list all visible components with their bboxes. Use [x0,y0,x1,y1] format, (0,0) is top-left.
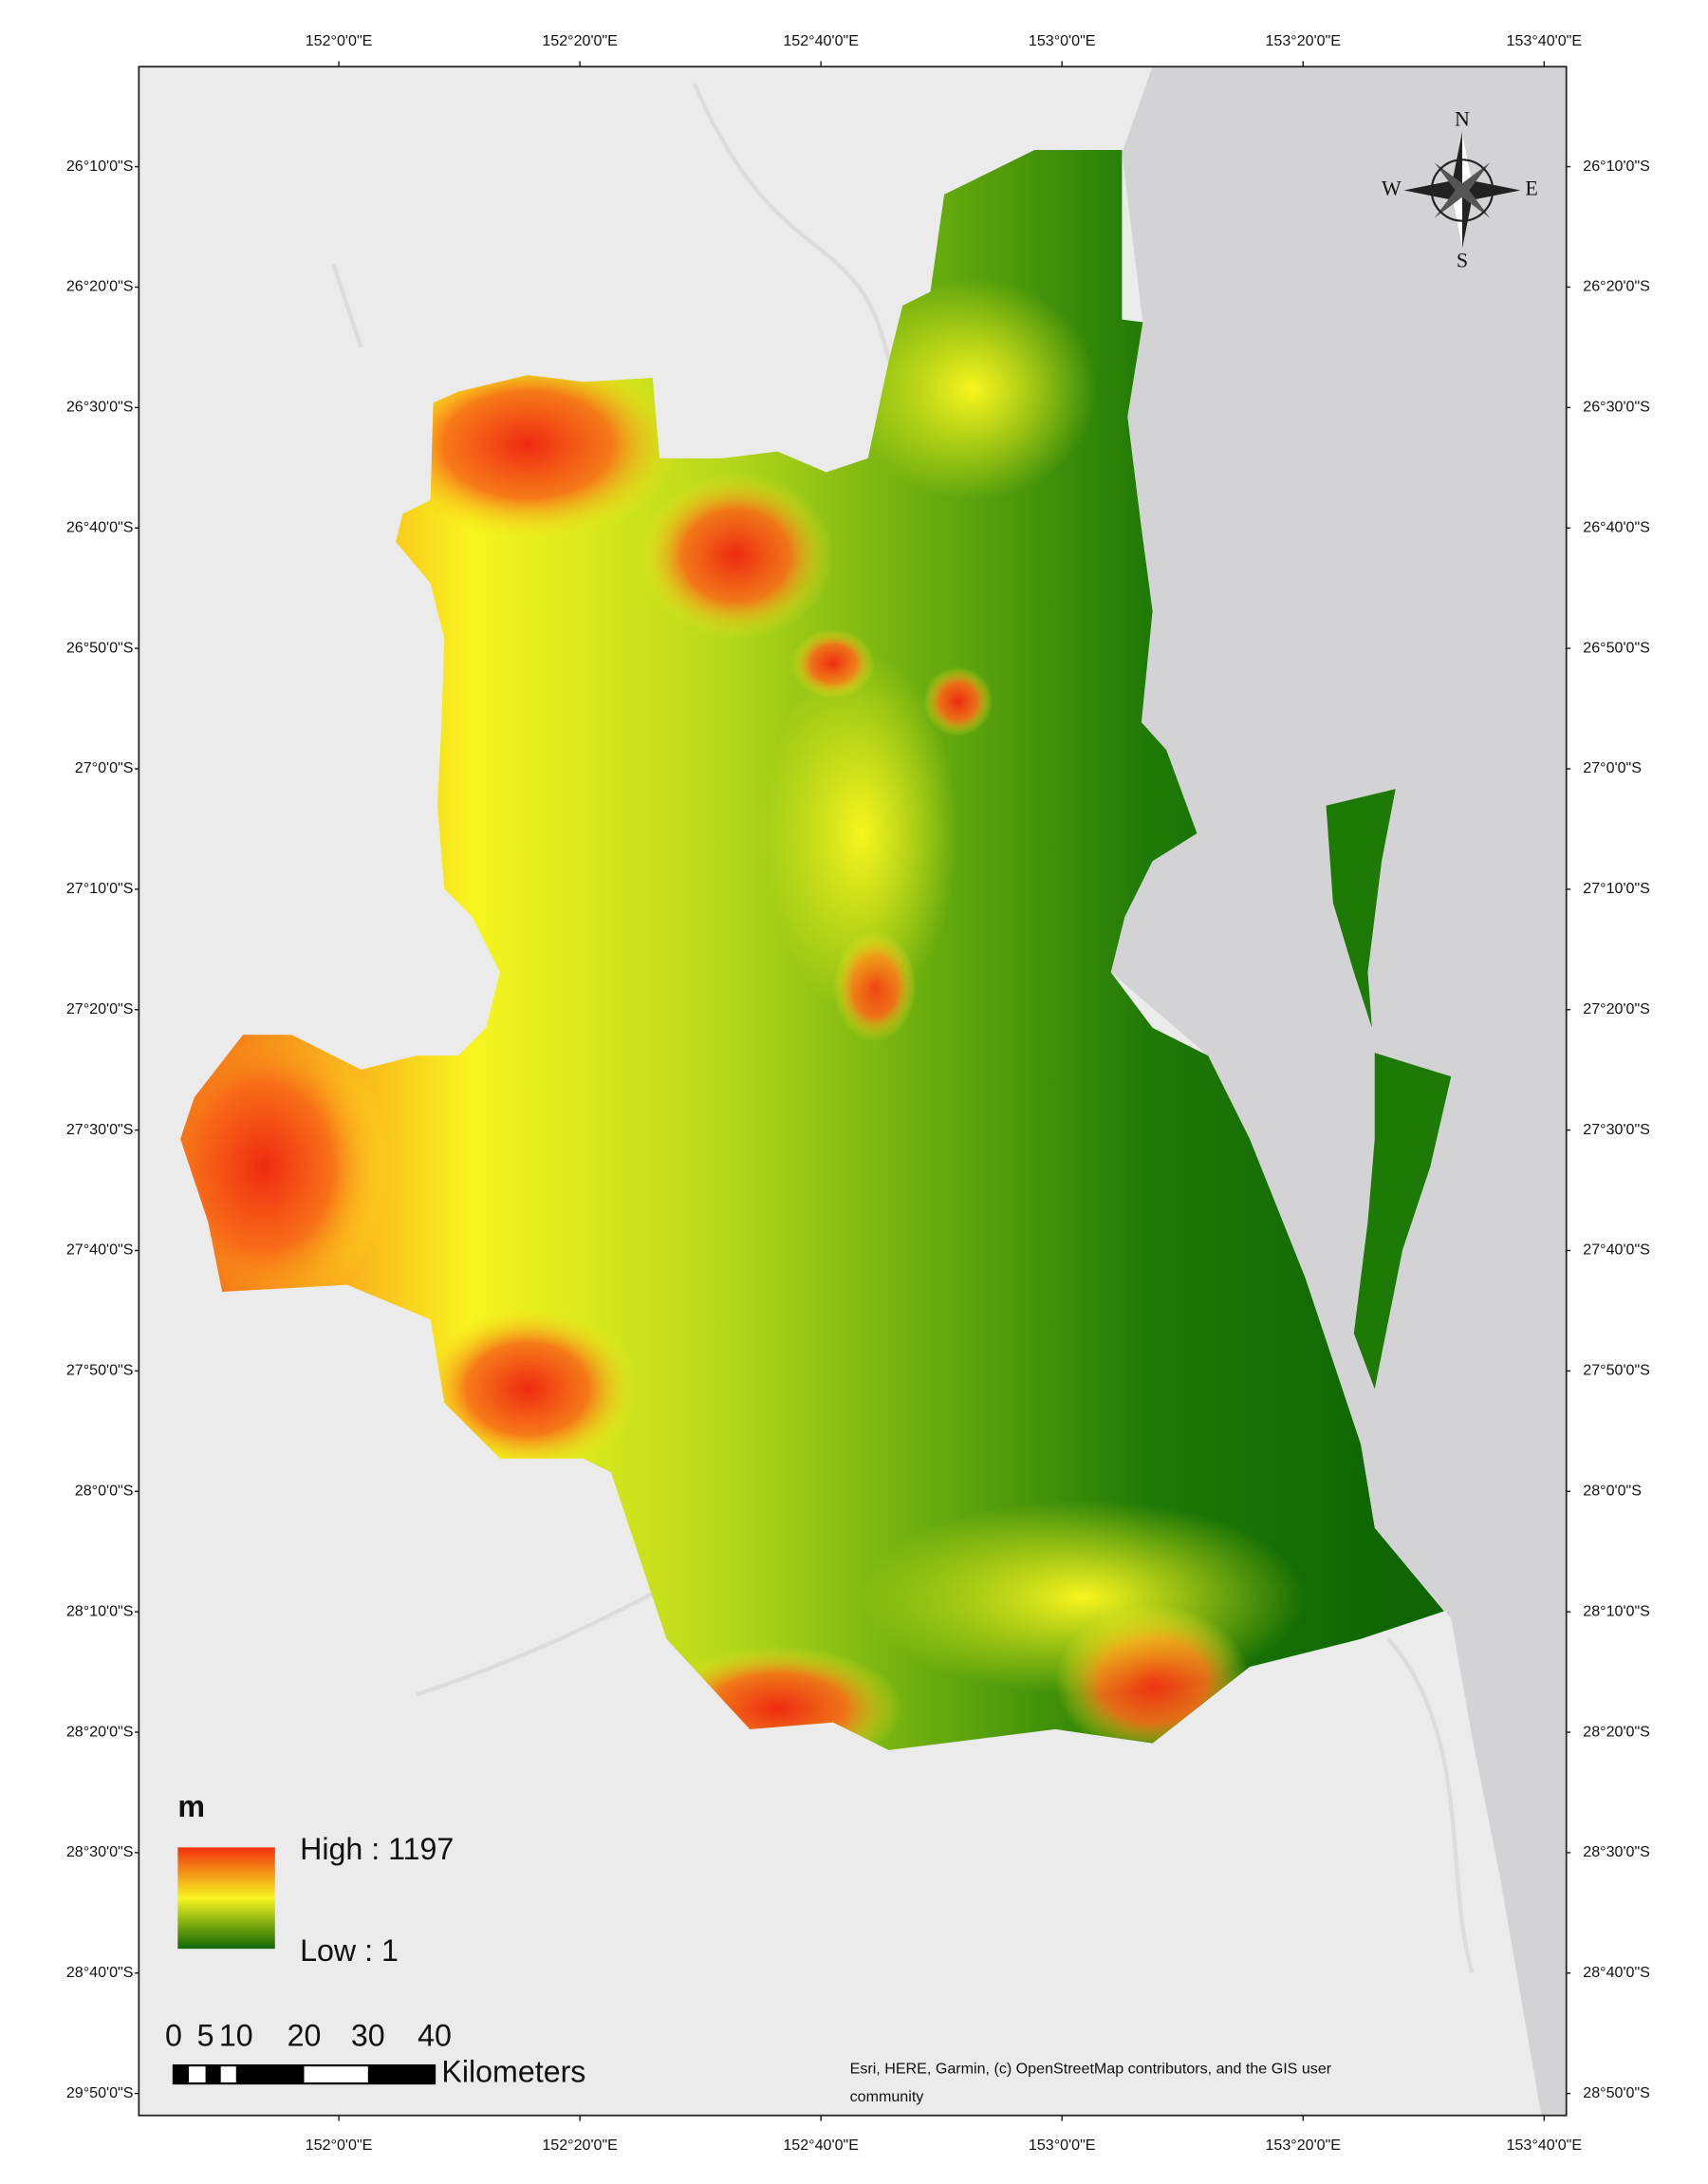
lat-label-left: 27°20'0"S [66,1000,134,1017]
lat-label-left: 27°40'0"S [66,1241,134,1259]
scale-bar-label: 10 [219,2018,253,2052]
basemap-roads [331,82,1475,1973]
lat-label-right: 28°10'0"S [1583,1602,1650,1619]
compass-star-minor [1434,162,1491,218]
scale-bar-label: 30 [351,2018,385,2052]
compass-e: E [1525,177,1537,200]
lat-label-left: 28°0'0"S [75,1483,134,1500]
map-frame [138,65,1568,2117]
lon-label-bottom: 153°20'0"E [1265,2137,1341,2154]
lat-label-right: 26°40'0"S [1583,518,1650,535]
compass-s: S [1457,249,1468,272]
compass-rose: N S W E [1382,106,1538,271]
lon-label-bottom: 152°20'0"E [542,2137,618,2154]
elevation-mid [763,652,958,1015]
lon-label-top: 153°0'0"E [1029,32,1096,49]
scale-bar-unit: Kilometers [441,2054,585,2088]
lat-label-right: 27°30'0"S [1583,1121,1650,1138]
lon-label-bottom: 153°40'0"E [1507,2137,1583,2154]
compass-ring [1430,159,1494,222]
elevation-high [417,1305,640,1473]
lat-label-right: 28°40'0"S [1583,1964,1650,1981]
lat-label-right: 26°10'0"S [1583,158,1650,175]
island [1353,1053,1452,1390]
scale-bar-segment [173,2065,190,2084]
elevation-high [923,666,993,737]
lat-label-left: 27°10'0"S [66,880,134,897]
lat-label-left: 27°50'0"S [66,1362,134,1379]
lat-label-left: 29°50'0"S [66,2084,134,2101]
lon-label-top: 152°20'0"E [542,32,618,49]
elevation-high [639,472,834,640]
lat-label-right: 28°30'0"S [1583,1843,1650,1860]
scale-bar-label: 5 [197,2018,214,2052]
elevation-high [375,346,681,542]
lat-label-left: 26°20'0"S [66,278,134,295]
legend-ramp [177,1847,275,1950]
lat-label-right: 26°20'0"S [1583,278,1650,295]
scale-bar-label: 40 [418,2018,452,2052]
lon-label-bottom: 152°40'0"E [783,2137,859,2154]
lat-label-left: 28°40'0"S [66,1964,134,1981]
compass-w: W [1382,177,1402,200]
scale-bar-segment [367,2065,436,2084]
lat-label-left: 26°10'0"S [66,158,134,175]
island [1326,789,1396,1028]
compass-n: N [1455,106,1470,130]
basemap-sea [1110,66,1567,2116]
lon-label-top: 152°40'0"E [783,32,859,49]
lat-label-left: 26°30'0"S [66,399,134,416]
lon-label-top: 153°20'0"E [1265,32,1341,49]
attribution: community [850,2088,924,2105]
elevation-mid [846,277,1098,500]
lat-label-left: 26°40'0"S [66,518,134,535]
lat-label-right: 27°40'0"S [1583,1241,1650,1259]
legend-low: Low : 1 [300,1933,399,1968]
lat-label-left: 26°50'0"S [66,639,134,656]
lat-label-left: 28°20'0"S [66,1723,134,1740]
lon-label-top: 153°40'0"E [1507,32,1583,49]
lat-label-right: 27°0'0"S [1583,759,1642,776]
lat-label-left: 27°30'0"S [66,1121,134,1138]
lon-label-bottom: 153°0'0"E [1029,2137,1096,2154]
legend-high: High : 1197 [300,1832,454,1866]
elevation-mid [861,1500,1306,1695]
lat-label-right: 28°0'0"S [1583,1483,1642,1500]
scale-bar-label: 0 [165,2018,182,2052]
lat-label-right: 27°50'0"S [1583,1362,1650,1379]
lon-label-bottom: 152°0'0"E [306,2137,373,2154]
lat-label-right: 28°50'0"S [1583,2084,1650,2101]
lon-label-top: 152°0'0"E [306,32,373,49]
lat-label-left: 28°10'0"S [66,1602,134,1619]
lat-label-left: 27°0'0"S [75,759,134,776]
lat-label-left: 28°30'0"S [66,1843,134,1860]
scale-bar-segment [205,2065,221,2084]
lat-label-right: 28°20'0"S [1583,1723,1650,1740]
map-layout: N S W E m High : 1197 Low : 1 Kilometers… [66,32,1650,2154]
lat-label-right: 27°20'0"S [1583,1000,1650,1017]
scale-bar: Kilometers 0 5 10 20 30 40 [165,2018,585,2088]
attribution: Esri, HERE, Garmin, (c) OpenStreetMap co… [850,2061,1332,2078]
legend-title: m [177,1789,205,1823]
lat-label-right: 26°50'0"S [1583,639,1650,656]
lat-label-right: 26°30'0"S [1583,399,1650,416]
lat-label-right: 27°10'0"S [1583,880,1650,897]
scale-bar-label: 20 [288,2018,322,2052]
scale-bar-segment [235,2065,305,2084]
